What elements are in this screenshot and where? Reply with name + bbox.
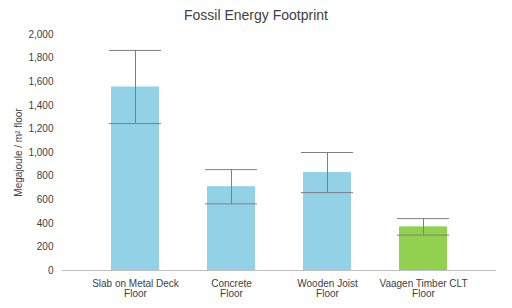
svg-text:200: 200 xyxy=(37,241,54,252)
svg-text:Megajoule / m² floor: Megajoule / m² floor xyxy=(13,108,24,197)
svg-text:800: 800 xyxy=(37,170,54,181)
svg-text:1,400: 1,400 xyxy=(28,100,53,111)
svg-text:1,800: 1,800 xyxy=(28,52,53,63)
svg-text:1,200: 1,200 xyxy=(28,123,53,134)
svg-text:Slab on Metal DeckFloor: Slab on Metal DeckFloor xyxy=(92,278,180,299)
svg-text:1,600: 1,600 xyxy=(28,76,53,87)
svg-text:Vaagen Timber CLTFloor: Vaagen Timber CLTFloor xyxy=(379,278,467,299)
svg-text:400: 400 xyxy=(37,218,54,229)
svg-text:2,000: 2,000 xyxy=(28,29,53,40)
svg-text:1,000: 1,000 xyxy=(28,147,53,158)
svg-text:600: 600 xyxy=(37,194,54,205)
svg-text:0: 0 xyxy=(48,265,54,276)
svg-text:ConcreteFloor: ConcreteFloor xyxy=(211,278,252,299)
svg-text:Wooden JoistFloor: Wooden JoistFloor xyxy=(297,278,358,299)
html-text:Fossil Energy Footprint: Fossil Energy Footprint xyxy=(184,7,328,23)
